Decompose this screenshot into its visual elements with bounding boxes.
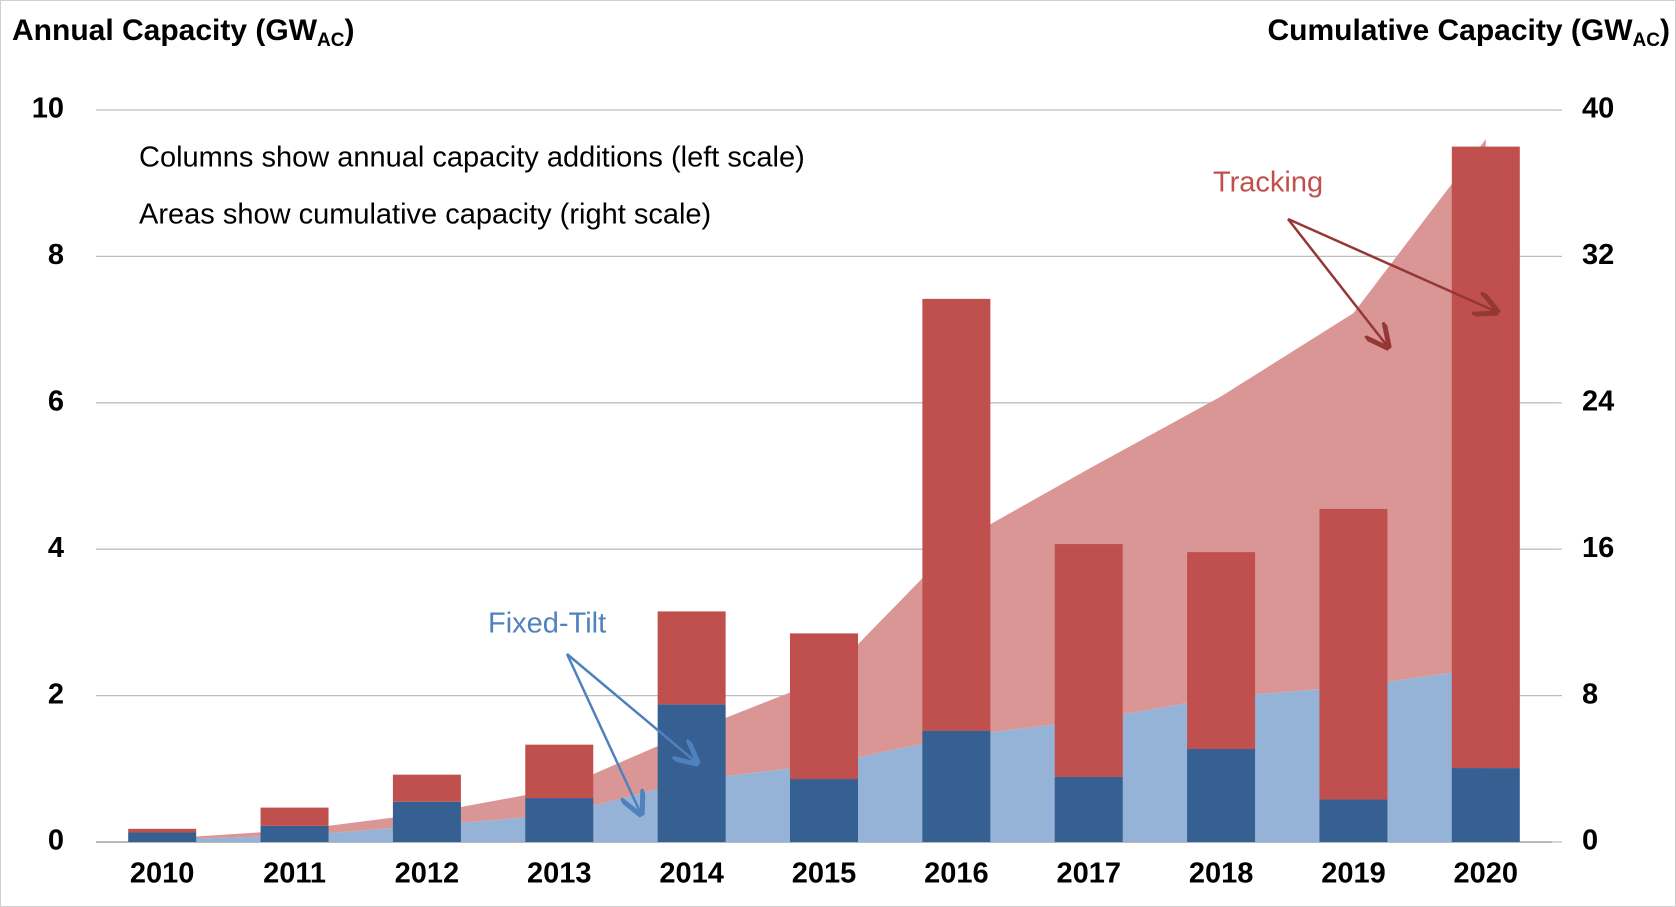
fixed-tilt-label: Fixed-Tilt: [488, 608, 606, 640]
bar: [1054, 776, 1123, 842]
bar: [1319, 508, 1388, 800]
x-tick-label: 2019: [1321, 858, 1386, 890]
x-tick-label: 2012: [395, 858, 460, 890]
bars: [128, 146, 1520, 842]
y2-axis-title: Cumulative Capacity (GWAC): [1267, 14, 1670, 51]
bar: [790, 779, 858, 842]
areas: [162, 139, 1486, 842]
y-tick-label: 2: [48, 678, 64, 710]
annotation: Columns show annual capacity additions (…: [139, 142, 805, 174]
bar: [1187, 749, 1256, 842]
bar: [1054, 544, 1123, 777]
bar: [260, 825, 329, 842]
arrow: [1287, 217, 1497, 312]
y-tick-label: 10: [32, 93, 64, 125]
annotation: Areas show cumulative capacity (right sc…: [139, 199, 711, 231]
x-tick-label: 2010: [130, 858, 195, 890]
arrows: [565, 217, 1497, 814]
tracking-label: Tracking: [1213, 167, 1323, 199]
area: [162, 667, 1486, 842]
y2-tick-label: 32: [1582, 239, 1614, 271]
y2-tick-label: 40: [1582, 93, 1614, 125]
y2-tick-label: 16: [1582, 532, 1614, 564]
x-tick-label: 2014: [659, 858, 724, 890]
x-tick-label: 2013: [527, 858, 592, 890]
bar: [1451, 768, 1520, 842]
x-tick-label: 2018: [1189, 858, 1254, 890]
x-tick-label: 2015: [792, 858, 857, 890]
y2-tick-label: 8: [1582, 678, 1598, 710]
x-tick-label: 2017: [1056, 858, 1121, 890]
bar: [392, 801, 461, 842]
bar: [260, 807, 329, 826]
bar: [525, 798, 594, 842]
bar: [392, 774, 461, 802]
bar: [525, 744, 594, 799]
arrow: [1287, 218, 1388, 347]
y-tick-label: 8: [48, 239, 64, 271]
arrow: [565, 653, 641, 814]
bar: [657, 704, 726, 842]
bar: [1319, 799, 1388, 842]
bar: [790, 633, 858, 780]
bar: [128, 828, 197, 833]
x-tick-label: 2016: [924, 858, 989, 890]
arrow: [566, 653, 697, 763]
bar: [922, 298, 991, 731]
x-tick-label: 2020: [1454, 858, 1519, 890]
y-tick-label: 4: [48, 532, 64, 564]
y-tick-label: 0: [48, 825, 64, 857]
y-tick-label: 6: [48, 385, 64, 417]
bar: [1451, 146, 1520, 769]
bar: [922, 730, 991, 842]
bar: [657, 611, 726, 705]
bar: [128, 832, 197, 842]
x-tick-label: 2011: [263, 858, 326, 890]
area: [162, 139, 1486, 840]
y2-tick-label: 24: [1582, 385, 1614, 417]
y-axis-title: Annual Capacity (GWAC): [12, 14, 354, 51]
bar: [1187, 552, 1256, 750]
y2-tick-label: 0: [1582, 825, 1598, 857]
